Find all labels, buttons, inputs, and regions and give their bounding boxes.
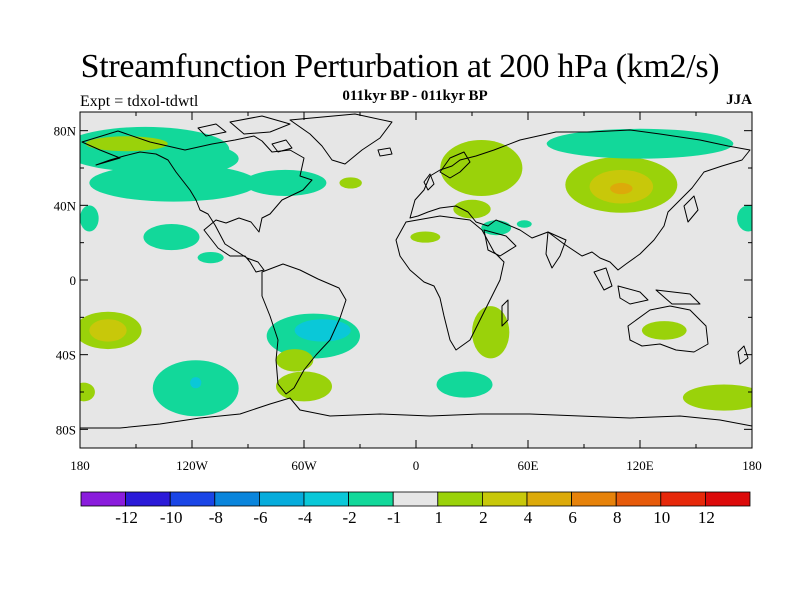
colorbar-label: 8 (613, 508, 622, 527)
colorbar-label: -8 (209, 508, 223, 527)
colorbar-swatch (437, 491, 483, 507)
coastlines (80, 113, 752, 429)
lon-tick-label: 60W (291, 458, 317, 473)
colorbar-swatch (80, 491, 126, 507)
lon-tick-label: 120W (176, 458, 209, 473)
colorbar-label: -1 (387, 508, 401, 527)
anomaly-region (143, 224, 200, 251)
colorbar-swatch (169, 491, 216, 507)
anomaly-region (244, 169, 327, 196)
colorbar-label: 4 (524, 508, 533, 527)
colorbar-label: -6 (253, 508, 267, 527)
anomaly-region (152, 360, 239, 417)
anomaly-region (737, 205, 752, 232)
anomaly-region (89, 319, 127, 342)
colorbar-swatch (660, 491, 706, 507)
anomaly-region (546, 128, 734, 159)
colorbar: -12 -10 -8 -6 -4 -2 -1 1 2 4 6 8 10 12 (80, 491, 751, 527)
colorbar-label: 12 (698, 508, 715, 527)
colorbar-label: 1 (435, 508, 444, 527)
plot-subtitle: 011kyr BP - 011kyr BP (342, 88, 488, 104)
anomaly-region (197, 252, 224, 264)
anomaly-region (276, 349, 314, 372)
colorbar-swatch (526, 491, 572, 507)
anomaly-region (190, 377, 202, 389)
colorbar-label: -12 (115, 508, 138, 527)
colorbar-swatch (125, 491, 171, 507)
anomaly-region (80, 382, 95, 402)
colorbar-swatch (481, 491, 528, 507)
lat-tick-label: 80S (56, 422, 76, 437)
colorbar-label: -10 (160, 508, 183, 527)
latitude-axis: 80N 40N 0 40S 80S (54, 124, 752, 437)
anomaly-region (641, 321, 687, 340)
anomaly-layer (80, 126, 752, 417)
lat-tick-label: 40S (56, 348, 76, 363)
colorbar-swatch (348, 491, 394, 507)
plot-title: Streamfunction Perturbation at 200 hPa (… (80, 48, 720, 85)
anomaly-region (453, 199, 491, 219)
colorbar-swatch (214, 491, 260, 507)
lon-tick-label: 180 (742, 458, 762, 473)
anomaly-region (516, 220, 532, 228)
lon-tick-label: 0 (413, 458, 420, 473)
colorbar-label: 6 (568, 508, 577, 527)
anomaly-region (610, 182, 633, 195)
colorbar-swatch (303, 491, 349, 507)
lat-tick-label: 80N (54, 124, 77, 139)
colorbar-swatch (258, 491, 305, 507)
anomaly-region (682, 384, 752, 411)
anomaly-region (85, 136, 168, 152)
colorbar-label: 2 (479, 508, 488, 527)
lon-tick-label: 180 (70, 458, 90, 473)
season-label: JJA (726, 92, 752, 108)
anomaly-region (339, 177, 362, 189)
experiment-label: Expt = tdxol-tdwtl (80, 93, 199, 110)
colorbar-swatch (571, 491, 617, 507)
colorbar-swatch (615, 491, 662, 507)
anomaly-region (436, 371, 493, 398)
anomaly-region (276, 371, 332, 402)
anomaly-region (440, 140, 523, 196)
lon-tick-label: 60E (518, 458, 539, 473)
colorbar-swatch (705, 491, 751, 507)
colorbar-swatch (392, 491, 439, 507)
anomaly-region (89, 164, 258, 202)
anomaly-region (294, 319, 351, 342)
colorbar-label: -4 (298, 508, 313, 527)
colorbar-label: 10 (653, 508, 670, 527)
anomaly-region (410, 231, 441, 243)
lon-tick-label: 120E (626, 458, 654, 473)
anomaly-region (472, 306, 510, 359)
lat-tick-label: 0 (70, 273, 77, 288)
longitude-axis: 180 120W 60W 0 60E 120E 180 (70, 112, 762, 473)
colorbar-label: -2 (343, 508, 357, 527)
anomaly-region (80, 205, 99, 232)
lat-tick-label: 40N (54, 198, 77, 213)
